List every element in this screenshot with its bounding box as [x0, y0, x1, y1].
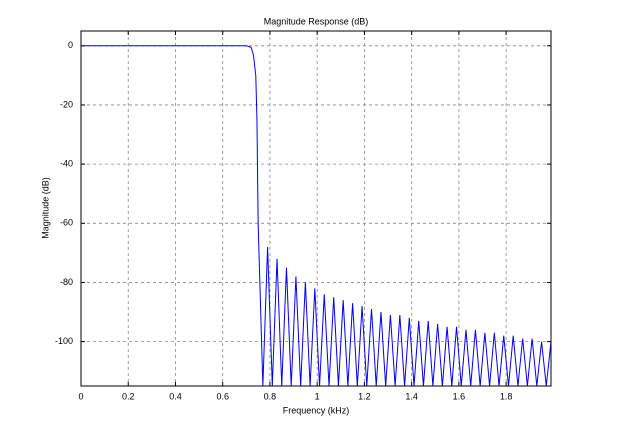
y-tick-label: -60	[60, 218, 73, 228]
y-tick-label: -20	[60, 99, 73, 109]
y-tick-label: -40	[60, 159, 73, 169]
x-tick-label: 1.4	[405, 391, 418, 401]
x-tick-label: 0.4	[169, 391, 182, 401]
y-tick-label: -80	[60, 277, 73, 287]
y-tick-label: 0	[68, 40, 73, 50]
x-tick-label: 1.8	[500, 391, 513, 401]
x-tick-label: 0	[78, 391, 83, 401]
y-axis-label: Magnitude (dB)	[40, 177, 50, 239]
plot-frame	[80, 30, 552, 387]
x-tick-label: 0.6	[216, 391, 229, 401]
x-tick-label: 1	[315, 391, 320, 401]
x-tick-label: 0.2	[122, 391, 135, 401]
response-line	[81, 45, 551, 386]
y-tick-label: -100	[55, 336, 73, 346]
x-tick-label: 1.2	[358, 391, 371, 401]
x-axis-label: Frequency (kHz)	[283, 405, 350, 415]
chart-title: Magnitude Response (dB)	[264, 16, 369, 26]
x-tick-label: 0.8	[264, 391, 277, 401]
x-tick-label: 1.6	[453, 391, 466, 401]
